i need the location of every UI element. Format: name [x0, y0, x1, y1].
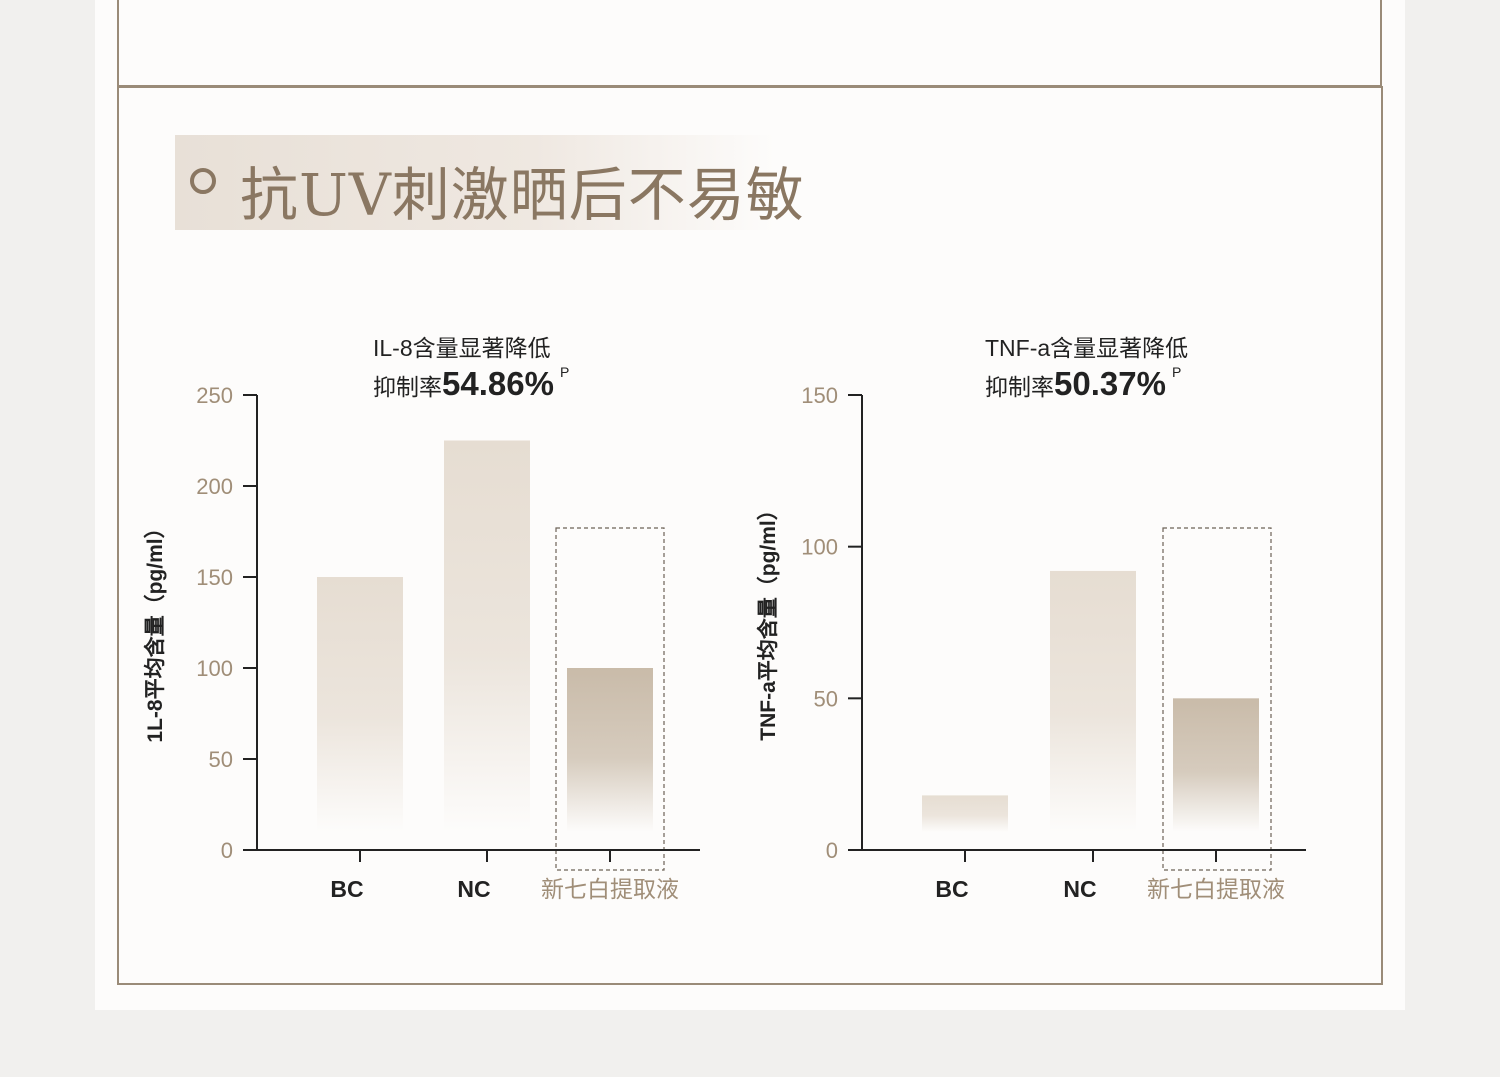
chart-title: IL-8含量显著降低	[373, 335, 551, 361]
y-tick-label: 0	[826, 838, 838, 863]
y-tick-label: 150	[196, 565, 233, 590]
x-category-label: 新七白提取液	[1147, 876, 1285, 902]
bar-NC	[1050, 570, 1136, 832]
bar-新七白提取液	[567, 668, 653, 832]
x-category-label: 新七白提取液	[541, 876, 679, 902]
inhibition-rate: 抑制率54.86% P	[373, 364, 569, 402]
y-tick-label: 200	[196, 474, 233, 499]
x-category-label: NC	[1063, 876, 1096, 902]
x-category-label: NC	[457, 876, 490, 902]
chart-title: TNF-a含量显著降低	[985, 335, 1188, 361]
y-axis-title: 1L-8平均含量（pg/ml）	[143, 517, 167, 742]
chart-1: 0 50 100 150 200 250 BC NC 新七白提取液 1L-8平均含量（pg/ml）…	[143, 335, 700, 902]
bar-BC	[922, 795, 1008, 832]
y-tick-label: 0	[221, 838, 233, 863]
circle-icon	[190, 168, 216, 194]
section-banner	[175, 135, 775, 230]
section-title: 抗UV刺激晒后不易敏	[240, 161, 805, 229]
y-tick-label: 50	[814, 686, 838, 711]
x-category-label: BC	[330, 876, 363, 902]
bar-BC	[317, 577, 403, 832]
main-frame	[117, 86, 1383, 985]
y-tick-label: 50	[209, 747, 233, 772]
bar-新七白提取液	[1173, 698, 1259, 832]
y-tick-label: 100	[196, 656, 233, 681]
highlight-box	[555, 527, 665, 871]
y-tick-label: 250	[196, 383, 233, 408]
y-axis-title: TNF-a平均含量（pg/ml）	[756, 499, 780, 741]
y-tick-label: 100	[801, 535, 838, 560]
highlight-box	[1162, 527, 1272, 871]
x-category-label: BC	[935, 876, 968, 902]
chart-2: 0 50 100 150 BC NC 新七白提取液 TNF-a平均含量（pg/ml） TNF-a…	[756, 335, 1306, 902]
inhibition-rate: 抑制率50.37% P	[985, 364, 1181, 402]
bar-NC	[444, 440, 530, 832]
y-tick-label: 150	[801, 383, 838, 408]
